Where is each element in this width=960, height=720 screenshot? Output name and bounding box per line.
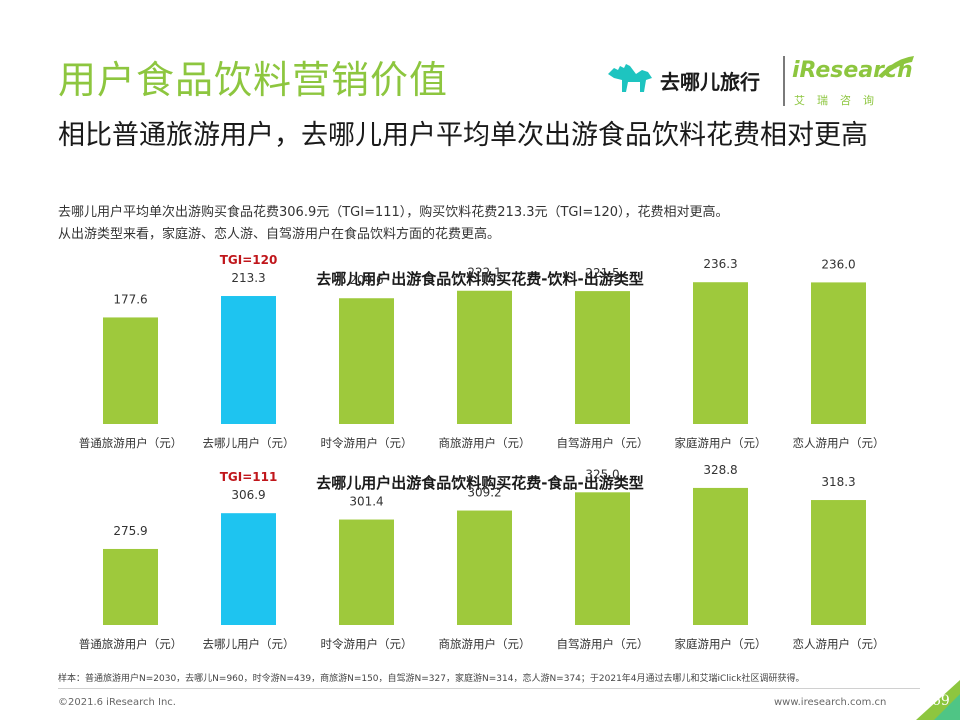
bar xyxy=(221,513,276,625)
page-title: 用户食品饮料营销价值 xyxy=(58,58,449,102)
logo-group: 去哪儿旅行 iResearch 艾瑞咨询 xyxy=(606,54,916,110)
data-label: 275.9 xyxy=(113,524,147,538)
footer-divider xyxy=(58,688,920,689)
data-label: 318.3 xyxy=(821,475,855,489)
description-line-1: 去哪儿用户平均单次出游购买食品花费306.9元（TGI=111），购买饮料花费2… xyxy=(58,205,729,220)
description: 去哪儿用户平均单次出游购买食品花费306.9元（TGI=111），购买饮料花费2… xyxy=(58,202,938,246)
category-label: 普通旅游用户（元） xyxy=(79,637,183,651)
page-subtitle: 相比普通旅游用户，去哪儿用户平均单次出游食品饮料花费相对更高 xyxy=(58,120,868,151)
description-line-2: 从出游类型来看，家庭游、恋人游、自驾游用户在食品饮料方面的花费更高。 xyxy=(58,227,501,242)
category-label: 商旅游用户（元） xyxy=(439,637,531,651)
camel-icon xyxy=(608,64,652,92)
tgi-annotation: TGI=111 xyxy=(220,470,278,484)
page-number: 69 xyxy=(932,693,950,709)
data-label: 328.8 xyxy=(703,463,737,477)
data-label: 221.5 xyxy=(585,266,619,280)
category-label: 时令游用户（元） xyxy=(321,637,413,651)
bar xyxy=(693,487,748,625)
category-label: 去哪儿用户（元） xyxy=(203,436,295,450)
data-label: 301.4 xyxy=(349,495,383,509)
category-label: 恋人游用户（元） xyxy=(793,637,885,651)
logo-divider xyxy=(783,56,785,106)
data-label: 236.0 xyxy=(821,257,855,271)
category-label: 自驾游用户（元） xyxy=(557,637,649,651)
category-label: 去哪儿用户（元） xyxy=(203,637,295,651)
chart-title: 去哪儿用户出游食品饮料购买花费-食品-出游类型 xyxy=(316,474,643,492)
bar xyxy=(575,291,630,424)
data-label: 209.6 xyxy=(349,273,383,287)
bar xyxy=(575,492,630,625)
tgi-annotation: TGI=120 xyxy=(220,253,278,267)
bar xyxy=(811,282,866,424)
chart-title: 去哪儿用户出游食品饮料购买花费-饮料-出游类型 xyxy=(316,270,643,288)
category-label: 家庭游用户（元） xyxy=(675,637,767,651)
data-label: 213.3 xyxy=(231,271,265,285)
bar xyxy=(693,282,748,424)
category-label: 恋人游用户（元） xyxy=(793,436,885,450)
category-label: 时令游用户（元） xyxy=(321,436,413,450)
corner-decoration xyxy=(916,680,960,720)
bar xyxy=(457,290,512,424)
category-label: 自驾游用户（元） xyxy=(557,436,649,450)
data-label: 236.3 xyxy=(703,257,737,271)
category-label: 商旅游用户（元） xyxy=(439,436,531,450)
bar xyxy=(339,298,394,424)
copyright: ©2021.6 iResearch Inc. xyxy=(58,697,176,708)
sample-footnote: 样本：普通旅游用户N=2030，去哪儿N=960，时令游N=439，商旅游N=1… xyxy=(58,674,805,684)
bar xyxy=(339,519,394,625)
bar xyxy=(221,296,276,424)
iresearch-logo-text: iResearch xyxy=(792,58,913,83)
category-label: 家庭游用户（元） xyxy=(675,436,767,450)
website-link[interactable]: www.iresearch.com.cn xyxy=(774,697,887,708)
iresearch-cn-text: 艾瑞咨询 xyxy=(794,94,886,107)
category-label: 普通旅游用户（元） xyxy=(79,436,183,450)
bar xyxy=(457,510,512,625)
qunar-logo-text: 去哪儿旅行 xyxy=(660,70,760,94)
data-label: 222.1 xyxy=(467,266,501,280)
data-label: 306.9 xyxy=(231,488,265,502)
data-label: 325.0 xyxy=(585,467,619,481)
swoosh-icon xyxy=(878,56,914,78)
data-label: 309.2 xyxy=(467,486,501,500)
bar xyxy=(103,317,158,424)
bar xyxy=(103,548,158,625)
bar xyxy=(811,500,866,625)
data-label: 177.6 xyxy=(113,292,147,306)
